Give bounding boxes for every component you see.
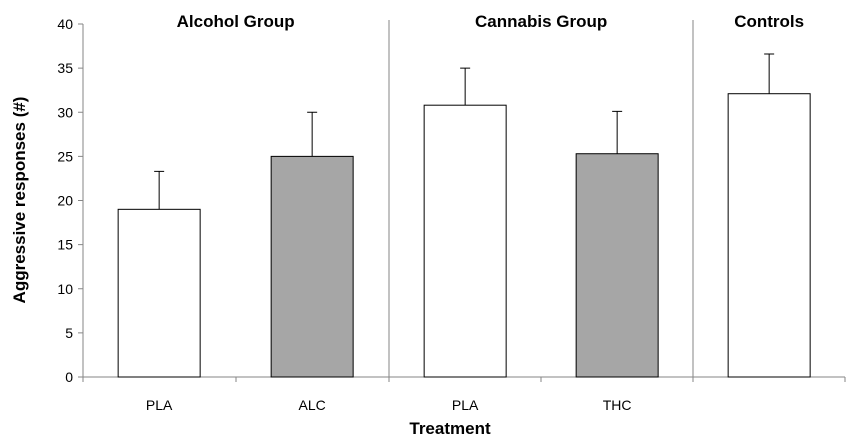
y-tick-label: 40 [57, 16, 73, 32]
bar [727, 93, 811, 378]
group-title: Cannabis Group [475, 12, 607, 31]
x-category-label: THC [603, 397, 632, 413]
y-tick-labels: 0 5 10 15 20 25 30 35 40 [57, 16, 73, 385]
y-tick-label: 15 [57, 237, 73, 253]
group-title: Controls [734, 12, 804, 31]
x-category-labels: PLA ALC PLA THC [146, 397, 632, 413]
group-titles: Alcohol Group Cannabis Group Controls [177, 12, 804, 31]
bars [117, 93, 811, 378]
x-category-label: PLA [146, 397, 173, 413]
y-tick-label: 35 [57, 60, 73, 76]
bar [270, 155, 354, 378]
error-bars [154, 53, 775, 210]
bar [117, 208, 201, 378]
y-axis-title: Aggressive responses (#) [10, 97, 29, 304]
bar [423, 104, 507, 378]
x-axis-title: Treatment [409, 419, 491, 438]
bar [575, 153, 659, 378]
y-tick-label: 30 [57, 104, 73, 120]
y-tick-label: 10 [57, 281, 73, 297]
group-title: Alcohol Group [177, 12, 295, 31]
y-tick-label: 0 [65, 369, 73, 385]
y-tick-label: 25 [57, 148, 73, 164]
x-category-label: PLA [452, 397, 479, 413]
y-tick-label: 5 [65, 325, 73, 341]
group-separators [388, 20, 694, 377]
x-category-label: ALC [299, 397, 326, 413]
y-tick-label: 20 [57, 193, 73, 209]
